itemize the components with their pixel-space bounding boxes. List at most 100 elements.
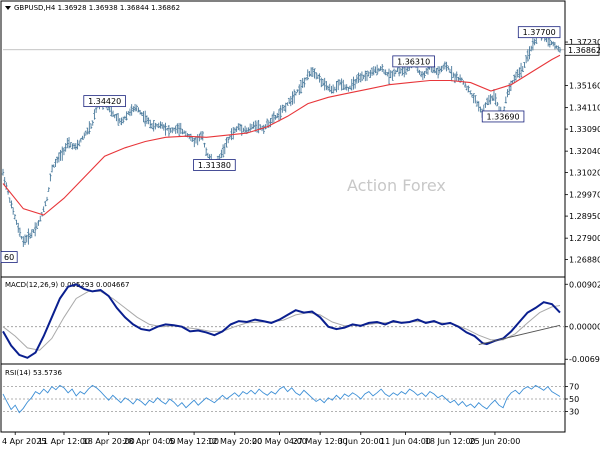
price-bar	[277, 109, 281, 122]
price-bar	[491, 95, 494, 101]
price-bar	[166, 127, 169, 131]
price-bar	[32, 229, 35, 233]
price-bar	[350, 78, 353, 91]
price-bar	[399, 67, 403, 74]
price-bar	[509, 80, 513, 92]
date-tick-label: 11 Apr 12:00	[38, 437, 90, 446]
price-bar	[86, 127, 89, 135]
price-bar	[47, 187, 50, 192]
price-bar	[66, 137, 69, 149]
price-bar	[42, 206, 45, 213]
price-bar	[72, 143, 76, 150]
price-bar	[514, 71, 518, 81]
price-bar	[226, 136, 230, 144]
price-bar	[220, 149, 223, 159]
price-annotation-label: 1.34420	[88, 97, 121, 106]
macd-trendline	[478, 324, 561, 346]
price-annotation-box	[193, 159, 236, 171]
price-bar	[465, 85, 469, 91]
price-bar	[320, 77, 323, 88]
price-bar	[176, 123, 179, 134]
price-bar	[83, 132, 86, 139]
price-bar	[303, 77, 306, 88]
price-bar	[265, 118, 269, 128]
price-bar	[225, 137, 228, 148]
price-bar	[113, 114, 116, 119]
current-price-tag: 1.36862	[564, 43, 600, 56]
price-bar	[557, 45, 560, 52]
collapse-triangle-icon[interactable]	[5, 6, 11, 10]
price-bar	[325, 80, 328, 91]
price-bar	[242, 127, 245, 133]
price-bar	[343, 84, 347, 90]
price-annotation: 1.31380	[193, 159, 236, 171]
price-tick-label: 1.35160	[569, 82, 600, 91]
price-bar	[331, 84, 335, 94]
price-bar	[15, 219, 18, 225]
price-bar	[39, 215, 42, 222]
price-bar	[27, 228, 30, 245]
price-bar	[71, 143, 74, 150]
date-tick-label: 28 Apr 04:00	[123, 437, 175, 446]
price-bar	[30, 229, 33, 238]
price-annotation-label: 1.33690	[487, 112, 520, 121]
date-tick-label: 5 May 12:00	[169, 437, 219, 446]
price-bar	[487, 95, 491, 105]
price-bar	[440, 65, 443, 73]
price-annotation-box	[83, 95, 126, 108]
price-annotation: 60	[0, 251, 18, 263]
price-bar	[35, 222, 39, 229]
price-bar	[359, 73, 362, 83]
price-bar	[84, 130, 88, 136]
date-tick-label: 18 Jun 12:00	[425, 437, 476, 446]
price-bar	[162, 124, 166, 131]
price-bar	[406, 67, 409, 72]
price-bar	[160, 122, 164, 129]
date-tick-label: 4 Apr 2025	[2, 437, 46, 446]
price-bar	[445, 61, 448, 72]
price-bar	[125, 111, 128, 121]
date-tick-label: 11 Jun 04:00	[380, 437, 431, 446]
price-annotation-label: 1.36310	[397, 57, 430, 66]
price-bar	[52, 164, 55, 168]
price-bar	[374, 66, 377, 74]
price-tick-label: 1.34110	[569, 104, 600, 113]
price-bar	[423, 71, 426, 79]
price-bar	[272, 111, 276, 124]
price-panel-title: GBPUSD,H4 1.36928 1.36938 1.36844 1.3686…	[14, 4, 180, 12]
price-bar	[367, 71, 370, 77]
price-bar	[179, 122, 182, 134]
price-bar	[511, 80, 514, 84]
price-panel: GBPUSD,H4 1.36928 1.36938 1.36844 1.3686…	[0, 0, 600, 278]
price-bar	[91, 120, 94, 126]
price-bar	[61, 146, 64, 161]
price-bar	[108, 106, 111, 113]
price-bar	[496, 101, 499, 107]
price-bar	[531, 36, 535, 51]
price-bar	[132, 106, 135, 113]
price-bar	[452, 72, 455, 78]
price-tick-label: 1.33090	[569, 125, 600, 134]
price-bar	[171, 127, 174, 134]
price-bar	[157, 122, 160, 129]
price-bar	[130, 104, 133, 116]
price-bar	[189, 133, 193, 141]
price-bar	[447, 65, 450, 71]
price-bar	[348, 85, 352, 89]
price-annotation: 1.34420	[83, 95, 126, 108]
price-bar	[127, 110, 130, 115]
price-bar	[1, 168, 5, 176]
price-bar	[247, 127, 250, 132]
price-bar	[177, 122, 181, 136]
rsi-panel-title: RSI(14) 53.5736	[5, 369, 62, 377]
price-bar	[362, 74, 365, 80]
price-bar	[238, 123, 242, 132]
price-bar	[381, 64, 384, 73]
price-bar	[318, 73, 321, 83]
price-bar	[93, 109, 96, 120]
price-annotation-box	[481, 110, 525, 123]
price-bar	[357, 72, 360, 83]
price-bar	[474, 95, 477, 104]
price-bar	[120, 117, 123, 126]
